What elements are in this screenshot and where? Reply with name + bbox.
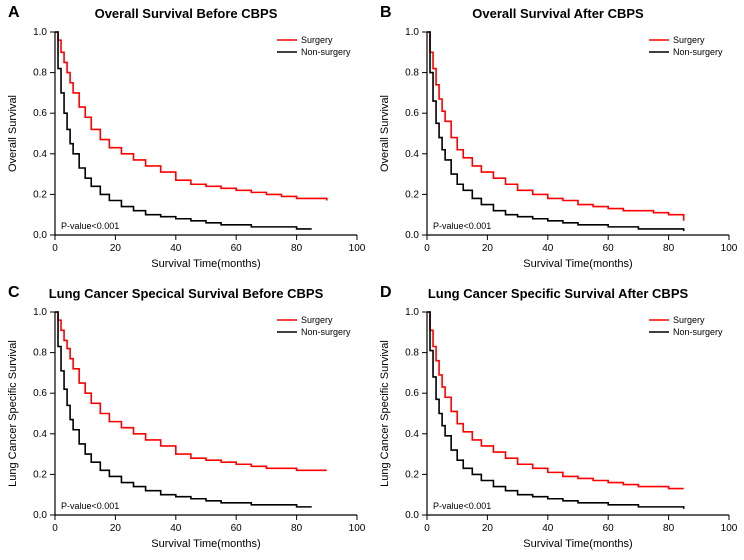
panel-b: BOverall Survival After CBPS020406080100… [372, 0, 744, 280]
surgery-curve [427, 32, 684, 221]
svg-text:0.0: 0.0 [405, 230, 419, 241]
nonsurgery-curve [55, 312, 312, 507]
svg-text:60: 60 [603, 523, 615, 534]
svg-text:0.4: 0.4 [33, 429, 47, 440]
svg-text:20: 20 [482, 243, 494, 254]
nonsurgery-curve [55, 32, 312, 229]
svg-text:Survival Time(months): Survival Time(months) [523, 538, 632, 550]
svg-text:80: 80 [291, 523, 303, 534]
p-value-text: P-value<0.001 [433, 501, 491, 511]
svg-text:0.6: 0.6 [405, 388, 419, 399]
panel-c: CLung Cancer Specical Survival Before CB… [0, 280, 372, 560]
svg-text:0.8: 0.8 [33, 68, 47, 79]
surgery-curve [55, 32, 327, 200]
svg-text:0.4: 0.4 [405, 149, 419, 160]
svg-text:0: 0 [52, 243, 58, 254]
svg-text:80: 80 [663, 523, 675, 534]
panel-d: DLung Cancer Specific Survival After CBP… [372, 280, 744, 560]
svg-text:60: 60 [231, 523, 243, 534]
svg-text:0.2: 0.2 [33, 189, 47, 200]
svg-text:1.0: 1.0 [405, 307, 419, 318]
surgery-curve [427, 312, 684, 489]
svg-text:40: 40 [170, 243, 182, 254]
svg-text:0.2: 0.2 [405, 469, 419, 480]
svg-text:0.8: 0.8 [33, 348, 47, 359]
svg-text:0.2: 0.2 [405, 189, 419, 200]
svg-text:0.0: 0.0 [405, 510, 419, 521]
legend-surgery: Surgery [301, 315, 333, 325]
panel-title: Overall Survival After CBPS [372, 6, 744, 21]
svg-text:60: 60 [603, 243, 615, 254]
chart-grid: AOverall Survival Before CBPS02040608010… [0, 0, 744, 560]
svg-text:Overall Survival: Overall Survival [7, 95, 19, 172]
svg-text:100: 100 [349, 243, 366, 254]
km-plot: 0 20 40 60 80 100 0.0 0.2 0.4 0.6 0.8 1.0 Survival T… [372, 280, 744, 560]
svg-text:Overall Survival: Overall Survival [379, 95, 391, 172]
panel-title: Lung Cancer Specific Survival After CBPS [372, 286, 744, 301]
svg-text:0.4: 0.4 [33, 149, 47, 160]
km-plot: 0 20 40 60 80 100 0.0 0.2 0.4 0.6 0.8 1.0 Survival T… [0, 280, 372, 560]
svg-text:80: 80 [663, 243, 675, 254]
svg-text:60: 60 [231, 243, 243, 254]
svg-text:Lung Cancer Specific Survival: Lung Cancer Specific Survival [7, 340, 19, 487]
legend-nonsurgery: Non-surgery [301, 327, 351, 337]
km-plot: 0 20 40 60 80 100 0.0 0.2 0.4 0.6 0.8 1.0 Survival T… [0, 0, 372, 280]
svg-text:0: 0 [52, 523, 58, 534]
svg-text:0.4: 0.4 [405, 429, 419, 440]
nonsurgery-curve [427, 32, 684, 231]
panel-title: Lung Cancer Specical Survival Before CBP… [0, 286, 372, 301]
svg-text:40: 40 [170, 523, 182, 534]
svg-text:20: 20 [110, 243, 122, 254]
svg-text:Lung Cancer Specific Survival: Lung Cancer Specific Survival [379, 340, 391, 487]
km-plot: 0 20 40 60 80 100 0.0 0.2 0.4 0.6 0.8 1.0 Survival T… [372, 0, 744, 280]
legend-nonsurgery: Non-surgery [673, 327, 723, 337]
svg-text:1.0: 1.0 [33, 27, 47, 38]
p-value-text: P-value<0.001 [433, 221, 491, 231]
svg-text:1.0: 1.0 [405, 27, 419, 38]
svg-text:40: 40 [542, 243, 554, 254]
svg-text:80: 80 [291, 243, 303, 254]
legend-nonsurgery: Non-surgery [301, 47, 351, 57]
svg-text:Survival Time(months): Survival Time(months) [523, 258, 632, 270]
svg-text:Survival Time(months): Survival Time(months) [151, 538, 260, 550]
svg-text:0.8: 0.8 [405, 348, 419, 359]
panel-title: Overall Survival Before CBPS [0, 6, 372, 21]
svg-text:Survival Time(months): Survival Time(months) [151, 258, 260, 270]
svg-text:0.8: 0.8 [405, 68, 419, 79]
svg-text:100: 100 [349, 523, 366, 534]
svg-text:1.0: 1.0 [33, 307, 47, 318]
svg-text:0.6: 0.6 [33, 108, 47, 119]
svg-text:20: 20 [110, 523, 122, 534]
legend-surgery: Surgery [673, 35, 705, 45]
p-value-text: P-value<0.001 [61, 501, 119, 511]
svg-text:40: 40 [542, 523, 554, 534]
svg-text:100: 100 [721, 523, 738, 534]
svg-text:0.6: 0.6 [405, 108, 419, 119]
p-value-text: P-value<0.001 [61, 221, 119, 231]
svg-text:0.2: 0.2 [33, 469, 47, 480]
svg-text:0.0: 0.0 [33, 230, 47, 241]
svg-text:100: 100 [721, 243, 738, 254]
surgery-curve [55, 312, 327, 470]
legend-surgery: Surgery [673, 315, 705, 325]
panel-a: AOverall Survival Before CBPS02040608010… [0, 0, 372, 280]
svg-text:20: 20 [482, 523, 494, 534]
legend-nonsurgery: Non-surgery [673, 47, 723, 57]
svg-text:0.0: 0.0 [33, 510, 47, 521]
legend-surgery: Surgery [301, 35, 333, 45]
svg-text:0.6: 0.6 [33, 388, 47, 399]
svg-text:0: 0 [424, 243, 430, 254]
nonsurgery-curve [427, 312, 684, 509]
svg-text:0: 0 [424, 523, 430, 534]
